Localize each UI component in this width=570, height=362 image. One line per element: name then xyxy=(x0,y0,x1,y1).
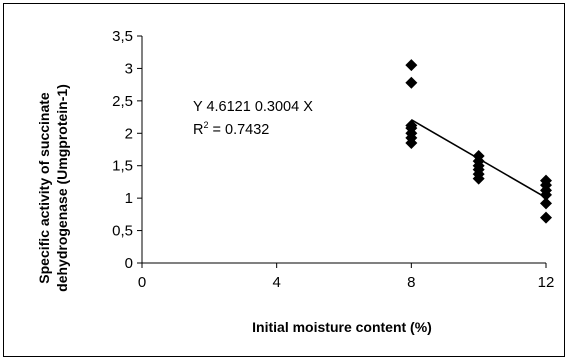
x-ticks: 0 4 8 12 xyxy=(138,263,555,291)
y-ticks: 0 0,5 1 1,5 2 2,5 3 3,5 xyxy=(112,28,142,272)
r-squared-value: = 0.7432 xyxy=(209,122,270,138)
data-point-diamond xyxy=(540,188,552,201)
x-tick-label: 4 xyxy=(272,274,280,291)
y-tick-label: 0 xyxy=(125,255,133,272)
y-tick-label: 1,5 xyxy=(112,158,133,175)
axes xyxy=(141,36,546,264)
y-tick-label: 3,5 xyxy=(112,28,133,45)
x-tick-label: 0 xyxy=(138,274,146,291)
trendline xyxy=(410,119,547,199)
regression-equation: Y 4.6121 0.3004 X xyxy=(193,99,313,115)
chart-frame xyxy=(3,3,565,357)
data-point-diamond xyxy=(540,211,552,224)
y-tick-label: 2,5 xyxy=(112,93,133,110)
y-axis-title-line-2: dehydrogenase (Umgprotein-1) xyxy=(54,84,70,292)
y-axis-title-line-1: Specific activity of succinate xyxy=(36,92,52,284)
r-squared-prefix: R xyxy=(193,122,203,138)
x-axis-title: Initial moisture content (%) xyxy=(252,319,432,335)
data-point-diamond xyxy=(405,137,418,150)
y-tick-label: 0,5 xyxy=(112,223,133,240)
r-squared-superscript: 2 xyxy=(203,120,208,130)
y-tick-label: 2 xyxy=(125,125,133,142)
data-point-diamond xyxy=(405,76,418,89)
data-point-diamond xyxy=(405,59,418,72)
x-tick-label: 12 xyxy=(538,274,555,291)
x-tick-label: 8 xyxy=(407,274,415,291)
data-point-diamond xyxy=(472,172,485,185)
r-squared-label: R2 = 0.7432 xyxy=(193,120,269,138)
data-point-diamond xyxy=(540,197,552,210)
y-tick-label: 1 xyxy=(125,190,133,207)
data-points xyxy=(405,59,552,224)
y-tick-label: 3 xyxy=(125,60,133,77)
